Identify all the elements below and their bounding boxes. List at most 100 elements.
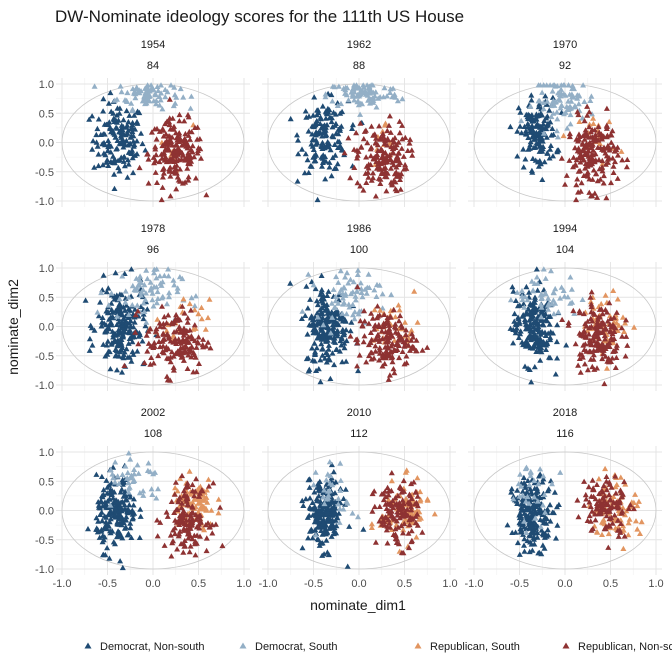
data-point	[586, 176, 593, 182]
data-point	[372, 139, 379, 145]
data-point	[527, 472, 534, 479]
data-point	[178, 540, 185, 547]
data-point	[327, 330, 334, 336]
data-point	[347, 333, 354, 339]
data-point	[103, 342, 110, 348]
data-point	[519, 287, 525, 294]
data-point	[123, 319, 130, 326]
data-point	[414, 511, 421, 517]
data-point	[142, 147, 149, 153]
data-point	[607, 505, 614, 511]
data-point	[614, 144, 621, 150]
data-point	[125, 127, 132, 133]
data-point	[332, 517, 339, 523]
data-point	[390, 306, 397, 313]
data-point	[99, 517, 106, 524]
data-point	[302, 108, 309, 114]
data-point	[165, 312, 172, 318]
data-point	[122, 463, 129, 469]
data-point	[330, 286, 337, 292]
data-point	[112, 117, 119, 123]
data-point	[594, 319, 601, 325]
data-point	[108, 108, 115, 114]
data-point	[121, 362, 128, 368]
data-point	[131, 319, 138, 325]
data-point	[363, 290, 370, 296]
data-point	[535, 323, 542, 330]
data-point	[419, 347, 426, 353]
legend-label: Democrat, Non-south	[100, 641, 205, 653]
data-point	[172, 530, 178, 537]
data-point	[342, 316, 348, 323]
data-point	[529, 335, 536, 341]
data-point	[550, 297, 557, 303]
data-point	[133, 284, 140, 291]
data-point	[321, 487, 328, 493]
data-point	[536, 141, 543, 147]
data-point	[116, 110, 123, 116]
data-point	[603, 487, 610, 493]
data-point	[159, 293, 166, 300]
data-point	[385, 328, 392, 334]
data-point	[173, 311, 180, 318]
data-point	[544, 526, 551, 533]
data-point	[393, 169, 400, 175]
y-tick-label: 0.5	[39, 476, 54, 488]
data-point	[122, 97, 128, 103]
data-point	[162, 93, 169, 100]
data-point	[304, 157, 311, 163]
data-point	[170, 364, 177, 370]
data-point	[404, 147, 411, 153]
data-point	[118, 486, 125, 492]
data-point	[408, 147, 415, 153]
data-point	[321, 500, 328, 507]
data-point	[413, 337, 420, 343]
data-point	[613, 342, 620, 348]
data-point	[575, 362, 582, 368]
data-point	[371, 488, 378, 494]
data-point	[586, 499, 593, 505]
data-point	[566, 130, 573, 137]
data-point	[388, 157, 394, 163]
data-point	[523, 283, 530, 290]
data-point	[110, 512, 117, 519]
data-point	[166, 168, 173, 174]
x-tick-label: 1.0	[442, 578, 457, 590]
data-point	[375, 321, 382, 328]
data-point	[117, 489, 124, 495]
data-point	[186, 300, 193, 307]
data-point	[357, 183, 364, 189]
data-point	[522, 128, 529, 134]
data-point	[119, 353, 126, 360]
data-point	[389, 137, 396, 143]
data-point	[205, 483, 212, 489]
data-point	[541, 545, 548, 551]
data-point	[357, 120, 364, 126]
unit-circle	[267, 267, 451, 386]
data-point	[334, 102, 341, 108]
data-point	[332, 490, 338, 496]
data-point	[319, 332, 326, 339]
data-point	[153, 325, 160, 332]
data-point	[548, 132, 555, 138]
data-point	[178, 504, 185, 511]
data-point	[314, 330, 321, 336]
data-point	[153, 151, 160, 158]
data-point	[614, 152, 621, 158]
data-point	[200, 492, 207, 498]
data-point	[357, 100, 364, 106]
data-point	[100, 341, 107, 347]
data-point	[638, 518, 645, 525]
data-point	[325, 346, 332, 352]
data-point	[125, 161, 132, 167]
data-point	[585, 331, 592, 337]
data-point	[352, 297, 359, 303]
data-point	[585, 148, 592, 154]
data-point	[519, 313, 526, 319]
data-point	[579, 332, 586, 338]
data-point	[192, 293, 199, 299]
data-point	[319, 103, 326, 109]
data-point	[187, 491, 194, 497]
data-point	[543, 342, 550, 348]
data-point	[156, 128, 163, 134]
